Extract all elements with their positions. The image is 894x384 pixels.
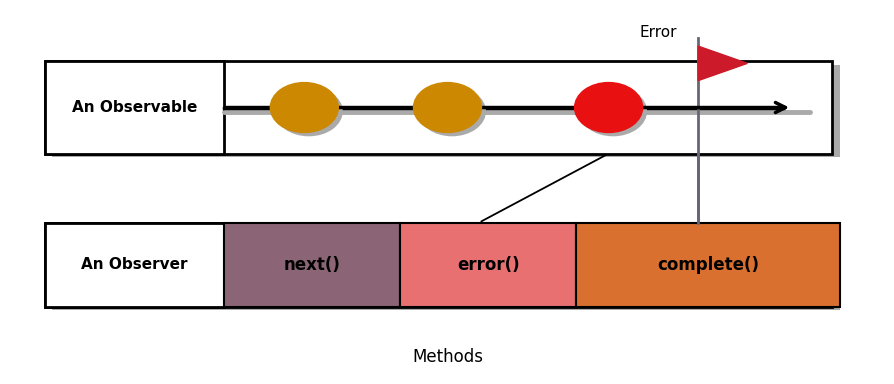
Text: Methods: Methods <box>411 348 483 366</box>
Polygon shape <box>697 46 746 81</box>
Text: An Observer: An Observer <box>81 257 187 273</box>
Text: next(): next() <box>283 256 340 274</box>
FancyBboxPatch shape <box>45 223 831 307</box>
Ellipse shape <box>417 86 485 136</box>
Ellipse shape <box>578 86 646 136</box>
FancyBboxPatch shape <box>224 223 400 307</box>
Ellipse shape <box>413 83 481 132</box>
FancyBboxPatch shape <box>45 61 224 154</box>
FancyBboxPatch shape <box>45 223 224 307</box>
Ellipse shape <box>574 83 642 132</box>
Text: error(): error() <box>457 256 519 274</box>
Ellipse shape <box>274 86 342 136</box>
Ellipse shape <box>270 83 338 132</box>
FancyBboxPatch shape <box>400 223 576 307</box>
FancyBboxPatch shape <box>52 226 839 310</box>
FancyBboxPatch shape <box>45 61 831 154</box>
FancyBboxPatch shape <box>576 223 839 307</box>
Text: complete(): complete() <box>656 256 758 274</box>
Text: An Observable: An Observable <box>72 100 197 115</box>
Text: Error: Error <box>638 25 676 40</box>
FancyBboxPatch shape <box>52 65 839 157</box>
